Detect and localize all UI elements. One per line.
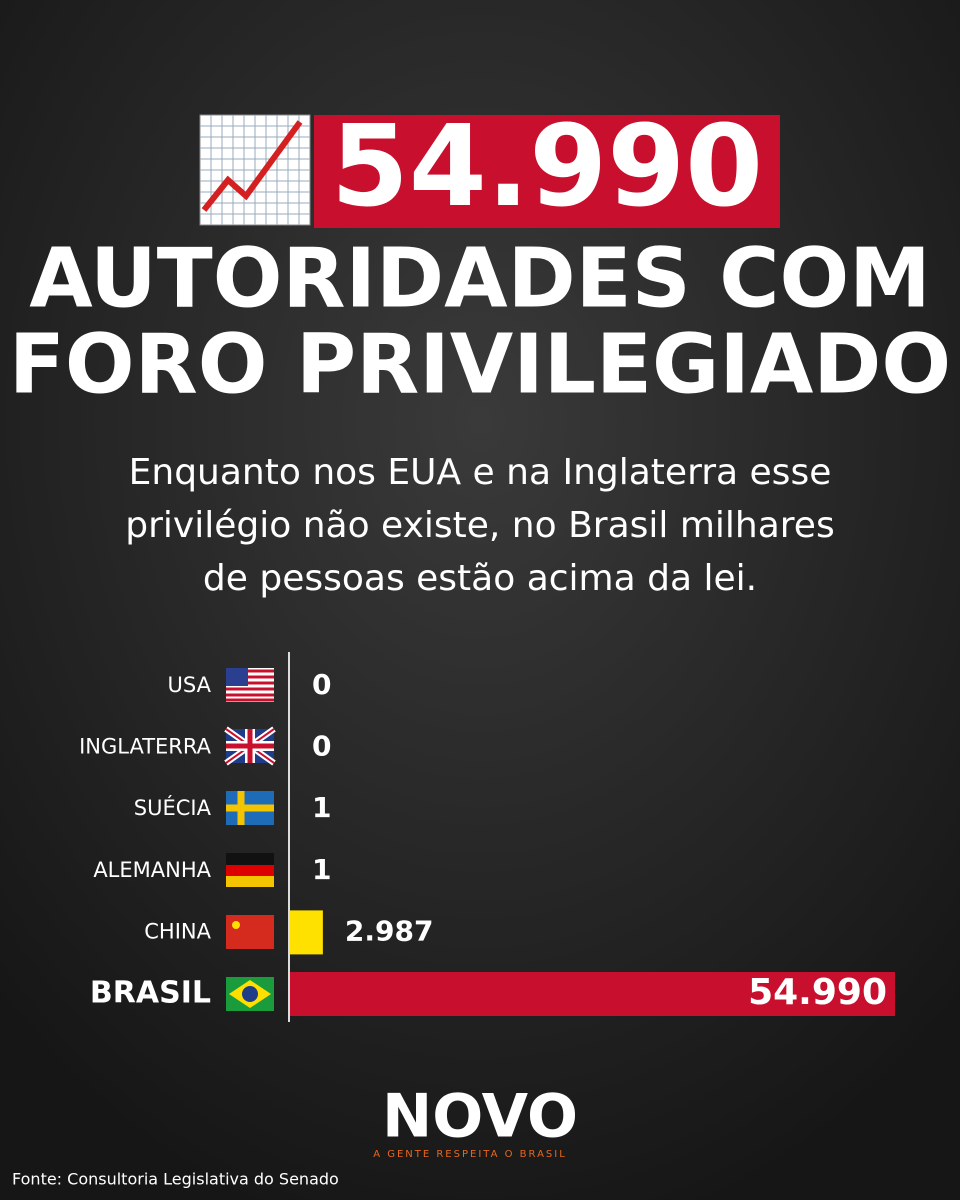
title-line: FORO PRIVILEGIADO <box>9 317 951 412</box>
logo: NOVO <box>382 1082 578 1152</box>
headline-box <box>314 115 780 228</box>
category-label: ALEMANHA <box>93 858 211 882</box>
flag-sweden <box>226 791 274 825</box>
category-label: USA <box>168 673 212 697</box>
chart-icon <box>199 114 311 226</box>
value-label: 1 <box>312 853 331 886</box>
value-label: 54.990 <box>748 972 887 1013</box>
title-line: AUTORIDADES COM <box>29 231 931 326</box>
flag-germany <box>226 853 274 887</box>
source: Fonte: Consultoria Legislativa do Senado <box>12 1170 339 1189</box>
category-label: SUÉCIA <box>134 795 212 820</box>
bar <box>290 972 895 1016</box>
flag-uk <box>224 726 276 766</box>
category-label: CHINA <box>144 919 211 943</box>
value-label: 0 <box>312 730 331 763</box>
value-label: 2.987 <box>345 914 434 947</box>
category-label: BRASIL <box>90 976 211 1011</box>
tagline: A GENTE RESPEITA O BRASIL <box>373 1149 567 1160</box>
bar <box>290 910 323 955</box>
flag-brazil <box>226 977 274 1011</box>
flag-china <box>226 915 274 949</box>
value-label: 1 <box>312 791 331 824</box>
headline: 54.990 <box>331 102 763 232</box>
subtitle-line: de pessoas estão acima da lei. <box>203 558 757 599</box>
category-label: INGLATERRA <box>79 735 212 759</box>
flag-usa <box>226 668 274 702</box>
subtitle-line: privilégio não existe, no Brasil milhare… <box>125 505 834 546</box>
value-label: 0 <box>312 668 331 701</box>
subtitle-line: Enquanto nos EUA e na Inglaterra esse <box>129 452 832 493</box>
